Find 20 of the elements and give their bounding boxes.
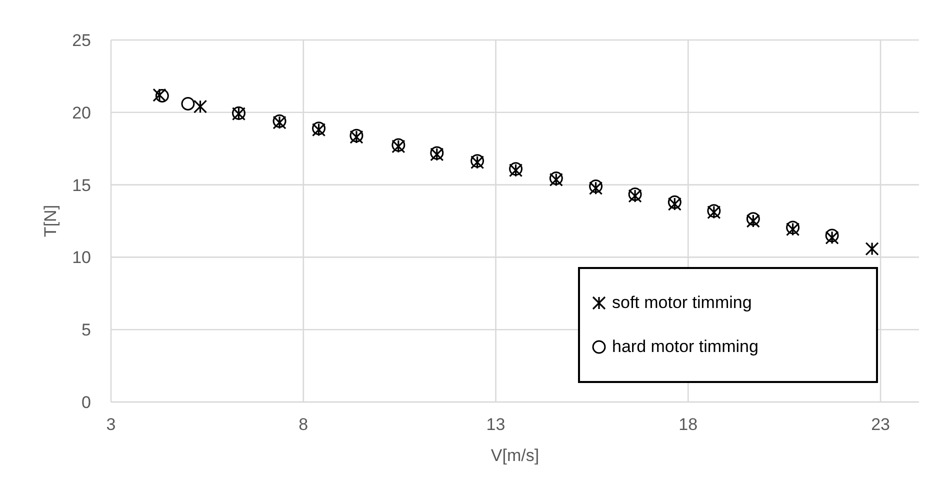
x-tick-label: 23 bbox=[871, 415, 890, 434]
point bbox=[155, 89, 169, 102]
x-axis-title: V[m/s] bbox=[490, 446, 540, 465]
point bbox=[193, 100, 208, 114]
y-tick-label: 0 bbox=[82, 393, 91, 412]
y-tick-label: 20 bbox=[72, 103, 91, 122]
x-tick-label: 13 bbox=[486, 415, 506, 434]
x-tick-label: 18 bbox=[678, 415, 698, 434]
point bbox=[181, 96, 195, 110]
x-tick-label: 3 bbox=[106, 415, 116, 434]
point bbox=[152, 88, 166, 102]
y-tick-label: 25 bbox=[72, 31, 91, 50]
y-tick-label: 5 bbox=[82, 320, 91, 340]
y-tick-label: 15 bbox=[72, 176, 91, 195]
point bbox=[865, 242, 879, 256]
legend-label: hard motor timming bbox=[612, 337, 758, 357]
y-tick-label: 10 bbox=[72, 248, 91, 268]
legend-label: soft motor timming bbox=[612, 293, 752, 313]
x-tick-label: 8 bbox=[298, 415, 308, 434]
y-axis-title: T[N] bbox=[41, 204, 60, 238]
